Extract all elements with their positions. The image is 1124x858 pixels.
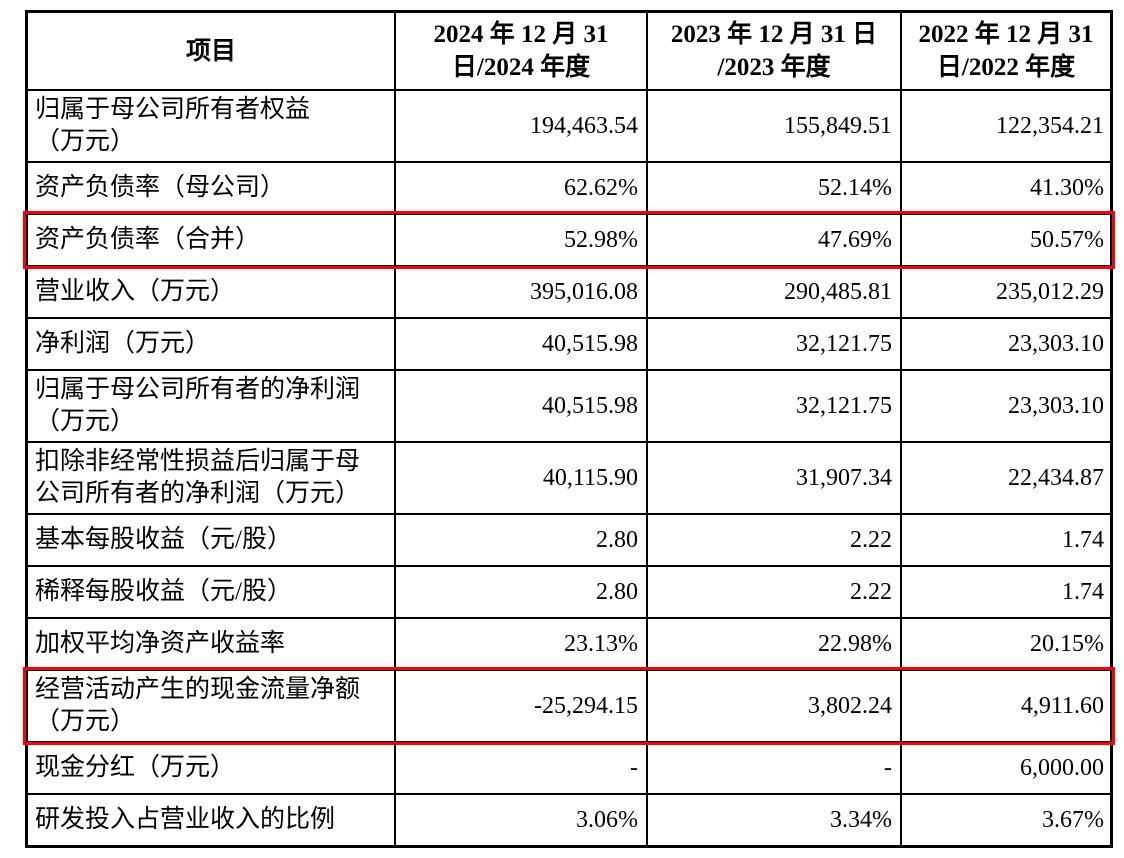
row-value-2022: 22,434.87	[900, 443, 1110, 513]
row-value-2024: 40,115.90	[394, 443, 646, 513]
row-value-2023: 32,121.75	[646, 371, 900, 441]
row-value-2022: 3.67%	[900, 795, 1110, 845]
table-row: 资产负债率（合并） 52.98% 47.69% 50.57%	[23, 211, 1115, 269]
table-row: 加权平均净资产收益率 23.13% 22.98% 20.15%	[28, 617, 1110, 669]
column-header-item: 项目	[185, 37, 236, 65]
row-label: 资产负债率（母公司）	[35, 174, 286, 201]
row-value-2022: 41.30%	[900, 163, 1110, 213]
row-value-2022: 122,354.21	[900, 91, 1110, 161]
table-row: 资产负债率（母公司） 62.62% 52.14% 41.30%	[28, 161, 1110, 213]
column-header-2024: 2024 年 12 月 31 日/2024 年度	[394, 13, 646, 89]
row-label: 营业收入（万元）	[35, 278, 236, 305]
row-value-2024: 2.80	[394, 567, 646, 617]
row-label: 资产负债率（合并）	[35, 226, 261, 253]
row-value-2024: 40,515.98	[394, 319, 646, 369]
row-value-2024: 194,463.54	[394, 91, 646, 161]
row-value-2023: 22.98%	[646, 619, 900, 669]
row-value-2023: 155,849.51	[646, 91, 900, 161]
table-row: 营业收入（万元） 395,016.08 290,485.81 235,012.2…	[28, 265, 1110, 317]
row-value-2024: 62.62%	[394, 163, 646, 213]
row-value-2024: 395,016.08	[394, 267, 646, 317]
row-value-2024: 3.06%	[394, 795, 646, 845]
table-row: 归属于母公司所有者权益 （万元） 194,463.54 155,849.51 1…	[28, 89, 1110, 161]
row-label: 基本每股收益（元/股）	[35, 526, 292, 553]
row-value-2024: -	[394, 743, 646, 793]
row-value-2024: 23.13%	[394, 619, 646, 669]
table-row: 经营活动产生的现金流量净额 （万元） -25,294.15 3,802.24 4…	[23, 667, 1115, 745]
row-value-2023: 47.69%	[646, 215, 900, 265]
table-header-row: 项目 2024 年 12 月 31 日/2024 年度 2023 年 12 月 …	[28, 13, 1110, 89]
column-header-2023: 2023 年 12 月 31 日 /2023 年度	[646, 13, 900, 89]
row-value-2023: 290,485.81	[646, 267, 900, 317]
row-value-2022: 50.57%	[900, 215, 1110, 265]
row-value-2022: 6,000.00	[900, 743, 1110, 793]
row-value-2022: 20.15%	[900, 619, 1110, 669]
row-label: 现金分红（万元）	[35, 754, 236, 781]
row-value-2022: 4,911.60	[900, 671, 1110, 741]
table-row: 扣除非经常性损益后归属于母 公司所有者的净利润（万元） 40,115.90 31…	[28, 441, 1110, 513]
table-row: 基本每股收益（元/股） 2.80 2.22 1.74	[28, 513, 1110, 565]
row-value-2023: 52.14%	[646, 163, 900, 213]
row-label: 净利润（万元）	[35, 330, 211, 357]
table-row: 稀释每股收益（元/股） 2.80 2.22 1.74	[28, 565, 1110, 617]
row-label: 加权平均净资产收益率	[35, 630, 286, 657]
table-row: 研发投入占营业收入的比例 3.06% 3.34% 3.67%	[28, 793, 1110, 845]
row-value-2024: 52.98%	[394, 215, 646, 265]
row-value-2022: 23,303.10	[900, 319, 1110, 369]
row-label: 扣除非经常性损益后归属于母 公司所有者的净利润（万元）	[35, 448, 361, 507]
row-value-2023: 3.34%	[646, 795, 900, 845]
row-value-2023: 32,121.75	[646, 319, 900, 369]
row-value-2023: 2.22	[646, 515, 900, 565]
row-value-2023: 2.22	[646, 567, 900, 617]
row-value-2024: 2.80	[394, 515, 646, 565]
row-value-2022: 235,012.29	[900, 267, 1110, 317]
row-label: 研发投入占营业收入的比例	[35, 806, 336, 833]
row-value-2022: 23,303.10	[900, 371, 1110, 441]
table-row: 净利润（万元） 40,515.98 32,121.75 23,303.10	[28, 317, 1110, 369]
row-value-2022: 1.74	[900, 515, 1110, 565]
column-header-2022: 2022 年 12 月 31 日/2022 年度	[900, 13, 1110, 89]
row-value-2022: 1.74	[900, 567, 1110, 617]
table-row: 现金分红（万元） - - 6,000.00	[28, 741, 1110, 793]
row-value-2024: -25,294.15	[394, 671, 646, 741]
row-label: 归属于母公司所有者权益 （万元）	[35, 96, 311, 155]
financial-summary-table: 项目 2024 年 12 月 31 日/2024 年度 2023 年 12 月 …	[23, 10, 1115, 848]
row-label: 归属于母公司所有者的净利润 （万元）	[35, 376, 361, 435]
row-value-2023: 31,907.34	[646, 443, 900, 513]
row-label: 经营活动产生的现金流量净额 （万元）	[35, 676, 361, 735]
row-value-2024: 40,515.98	[394, 371, 646, 441]
row-value-2023: -	[646, 743, 900, 793]
table-row: 归属于母公司所有者的净利润 （万元） 40,515.98 32,121.75 2…	[28, 369, 1110, 441]
row-label: 稀释每股收益（元/股）	[35, 578, 292, 605]
row-value-2023: 3,802.24	[646, 671, 900, 741]
